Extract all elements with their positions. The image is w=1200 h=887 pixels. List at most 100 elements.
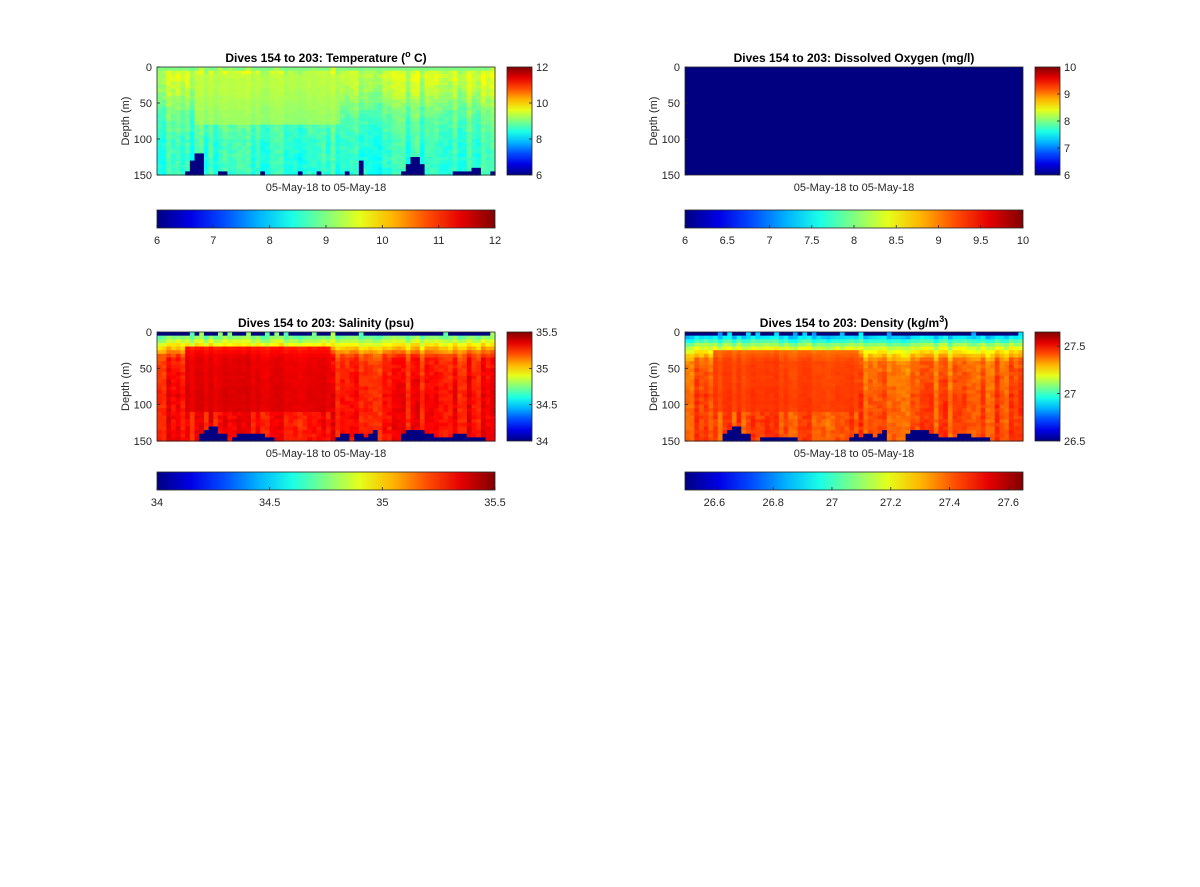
temperature-cell xyxy=(401,99,407,104)
salinity-cell xyxy=(269,353,275,359)
salinity-cell xyxy=(279,426,285,431)
salinity-cell xyxy=(480,390,487,395)
salinity-cell xyxy=(401,404,407,409)
temperature-cell xyxy=(433,67,440,72)
temperature-cell xyxy=(457,88,463,93)
temperature-cell xyxy=(443,70,449,75)
salinity-cell xyxy=(452,422,459,428)
salinity-cell xyxy=(203,353,210,359)
temperature-cell xyxy=(391,92,398,97)
temperature-cell xyxy=(448,74,454,79)
density-cell xyxy=(764,393,771,398)
salinity-cell xyxy=(175,390,182,395)
temperature-cell xyxy=(255,149,261,154)
salinity-cell xyxy=(480,397,487,402)
temperature-cell xyxy=(424,85,430,90)
salinity-cell xyxy=(208,386,214,391)
temperature-cell xyxy=(311,117,318,122)
temperature-cell xyxy=(246,121,252,126)
salinity-cell xyxy=(274,397,280,402)
density-cell xyxy=(741,401,747,406)
temperature-cell xyxy=(466,99,473,104)
density-cell xyxy=(750,375,757,380)
density-cell xyxy=(703,332,710,337)
temperature-cell xyxy=(241,88,247,93)
temperature-cell xyxy=(250,74,257,79)
salinity-cell xyxy=(208,379,214,384)
density-cell xyxy=(703,382,710,388)
temperature-cell xyxy=(438,92,444,97)
density-cell xyxy=(689,430,695,435)
temperature-cell xyxy=(480,74,487,79)
salinity-cell xyxy=(415,430,421,435)
salinity-cell xyxy=(424,379,430,384)
salinity-cell xyxy=(208,390,214,395)
temperature-cell xyxy=(241,171,247,176)
salinity-cell xyxy=(443,357,449,362)
salinity-cell xyxy=(307,346,313,351)
salinity-cell xyxy=(302,422,308,428)
salinity-cell xyxy=(391,430,398,435)
temperature-cell xyxy=(241,157,247,162)
temperature-cell xyxy=(288,95,294,100)
temperature-cell xyxy=(438,131,444,136)
temperature-cell xyxy=(396,70,402,75)
salinity-cell xyxy=(232,335,238,340)
salinity-cell xyxy=(199,353,205,359)
salinity-cell xyxy=(269,368,275,373)
temperature-cell xyxy=(335,95,341,100)
salinity-cell xyxy=(424,375,430,380)
temperature-cell xyxy=(166,117,172,122)
temperature-cell xyxy=(452,88,459,93)
salinity-cell xyxy=(175,411,182,417)
temperature-cell xyxy=(354,110,360,115)
salinity-cell xyxy=(175,357,182,362)
salinity-cell xyxy=(157,332,163,337)
density-cell xyxy=(713,422,719,428)
temperature-cell xyxy=(175,167,182,172)
salinity-cell xyxy=(485,415,491,420)
salinity-cell xyxy=(288,375,294,380)
salinity-cell xyxy=(157,368,163,373)
salinity-cell xyxy=(372,419,379,424)
salinity-cell xyxy=(171,346,177,351)
temperature-cell xyxy=(485,117,491,122)
density-cell xyxy=(685,437,691,442)
temperature-cell xyxy=(246,171,252,176)
salinity-cell xyxy=(410,433,416,438)
salinity-cell xyxy=(387,422,393,428)
temperature-cell xyxy=(218,121,224,126)
temperature-cell xyxy=(340,131,346,136)
salinity-cell xyxy=(236,411,243,417)
density-cell xyxy=(736,368,742,373)
salinity-cell xyxy=(199,375,205,380)
temperature-cell xyxy=(180,106,186,111)
salinity-cell xyxy=(462,371,468,377)
temperature-cell xyxy=(189,157,196,162)
temperature-cell xyxy=(480,135,487,140)
temperature-cell xyxy=(471,92,477,97)
salinity-cell xyxy=(274,339,280,344)
density-cell xyxy=(750,397,757,402)
oxygen-ylabel: Depth (m) xyxy=(648,97,660,146)
density-cell xyxy=(750,335,757,340)
temperature-cell xyxy=(424,103,430,108)
temperature-cell xyxy=(279,110,285,115)
temperature-cell xyxy=(213,139,219,144)
temperature-cell xyxy=(457,128,463,133)
salinity-cell xyxy=(480,357,487,362)
temperature-cell xyxy=(452,70,459,75)
salinity-cell xyxy=(161,353,167,359)
salinity-cell xyxy=(443,401,449,406)
salinity-cell xyxy=(180,397,186,402)
temperature-cell xyxy=(250,157,257,162)
salinity-cell xyxy=(471,332,477,337)
density-cell xyxy=(703,397,710,402)
temperature-cell xyxy=(480,67,487,72)
density-cell xyxy=(689,437,695,442)
salinity-cell xyxy=(279,342,285,348)
salinity-cell xyxy=(471,397,477,402)
salinity-cell xyxy=(457,404,463,409)
salinity-cell xyxy=(260,339,266,344)
salinity-cell xyxy=(307,350,313,355)
